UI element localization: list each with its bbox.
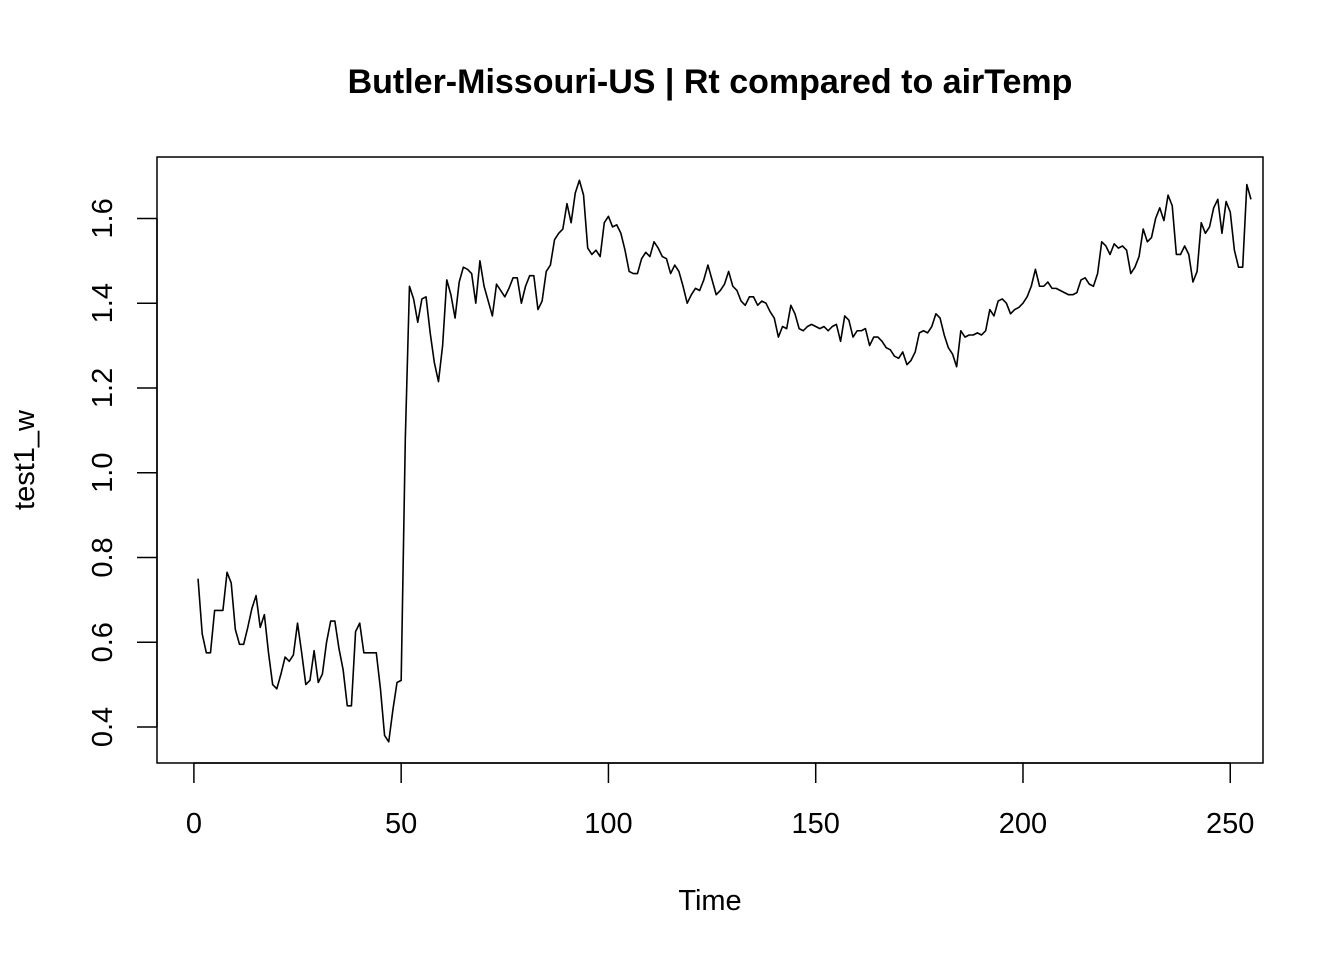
x-tick-label: 100 xyxy=(584,808,632,840)
series-line xyxy=(197,179,1252,743)
y-axis: 0.4 0.6 0.8 1.0 1.2 1.4 1.6 xyxy=(87,198,158,747)
y-tick-label: 1.2 xyxy=(87,368,119,408)
x-axis-label: Time xyxy=(678,885,741,917)
y-tick-label: 1.6 xyxy=(87,198,119,238)
chart-title: Butler-Missouri-US | Rt compared to airT… xyxy=(348,63,1073,101)
y-tick-label: 0.6 xyxy=(87,622,119,662)
x-tick-label: 50 xyxy=(385,808,417,840)
y-tick-label: 1.0 xyxy=(87,453,119,493)
y-axis-label: test1_w xyxy=(9,409,41,510)
x-axis: 0 50 100 150 200 250 xyxy=(186,762,1254,840)
y-tick-label: 0.8 xyxy=(87,537,119,577)
x-tick-label: 0 xyxy=(186,808,202,840)
y-tick-label: 1.4 xyxy=(87,283,119,323)
y-tick-label: 0.4 xyxy=(87,707,119,747)
x-tick-label: 200 xyxy=(999,808,1047,840)
series-layer xyxy=(197,179,1252,743)
x-tick-label: 250 xyxy=(1206,808,1254,840)
x-tick-label: 150 xyxy=(792,808,840,840)
